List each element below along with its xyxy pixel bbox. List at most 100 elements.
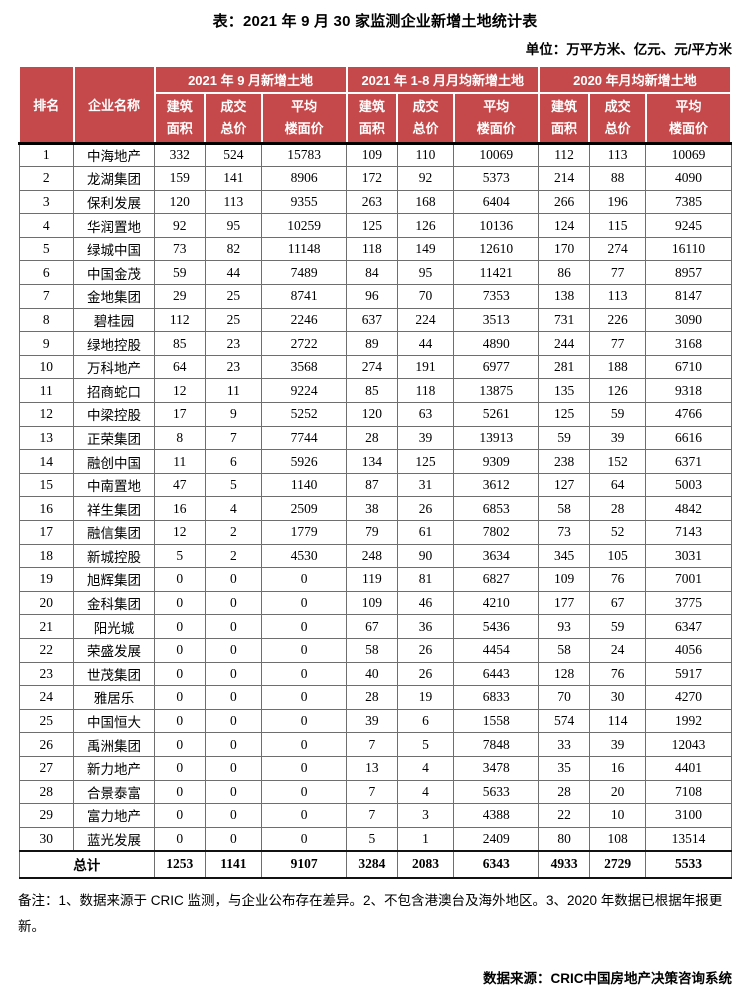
value-cell: 95 — [204, 213, 263, 238]
header-line: 成交 — [604, 98, 631, 114]
value-cell: 7802 — [453, 520, 540, 545]
value-cell: 114 — [588, 708, 647, 734]
value-cell: 0 — [261, 685, 348, 710]
value-cell: 7848 — [453, 732, 540, 757]
table-row: 15 中南置地 47 5 1140 87 31 3612 127 64 5003 — [18, 472, 732, 498]
value-cell: 73 — [538, 520, 590, 545]
value-cell: 2 — [204, 543, 263, 569]
value-cell: 8741 — [261, 284, 348, 309]
header-line: 成交 — [412, 98, 439, 114]
value-cell: 11 — [204, 378, 263, 404]
company-cell: 中梁控股 — [73, 402, 155, 427]
header-line: 总价 — [412, 120, 439, 136]
value-cell: 23 — [204, 354, 263, 380]
rank-cell: 19 — [18, 567, 75, 592]
header-line: 建筑 — [358, 98, 385, 114]
total-value: 9107 — [261, 849, 348, 879]
value-cell: 5 — [346, 826, 398, 852]
company-cell: 新城控股 — [73, 543, 155, 569]
value-cell: 3100 — [645, 803, 732, 828]
page-title: 表：2021 年 9 月 30 家监测企业新增土地统计表 — [212, 13, 538, 30]
value-cell: 4 — [204, 496, 263, 521]
value-cell: 135 — [538, 378, 590, 404]
value-cell: 95 — [396, 260, 455, 286]
value-cell: 10136 — [453, 213, 540, 238]
rank-cell: 12 — [18, 402, 75, 427]
value-cell: 0 — [261, 661, 348, 687]
value-cell: 89 — [346, 331, 398, 356]
value-cell: 23 — [204, 331, 263, 356]
value-cell: 96 — [346, 284, 398, 309]
value-cell: 2246 — [261, 307, 348, 333]
value-cell: 12043 — [645, 732, 732, 757]
value-cell: 93 — [538, 614, 590, 639]
company-cell: 华润置地 — [73, 213, 155, 238]
value-cell: 0 — [154, 637, 206, 663]
value-cell: 77 — [588, 260, 647, 286]
value-cell: 9318 — [645, 378, 732, 404]
value-cell: 138 — [538, 284, 590, 309]
value-cell: 263 — [346, 189, 398, 215]
value-cell: 85 — [154, 331, 206, 356]
table-row: 22 荣盛发展 0 0 0 58 26 4454 58 24 4056 — [18, 637, 732, 663]
rank-cell: 3 — [18, 189, 75, 215]
table-row: 8 碧桂园 112 25 2246 637 224 3513 731 226 3090 — [18, 307, 732, 333]
header-company: 企业名称 — [72, 65, 156, 145]
value-cell: 0 — [204, 826, 263, 852]
rank-cell: 26 — [18, 732, 75, 757]
value-cell: 6404 — [453, 189, 540, 215]
value-cell: 0 — [154, 732, 206, 757]
value-cell: 11148 — [261, 236, 348, 262]
value-cell: 0 — [204, 614, 263, 639]
table-row: 18 新城控股 5 2 4530 248 90 3634 345 105 3031 — [18, 543, 732, 569]
value-cell: 177 — [538, 590, 590, 616]
table-footer: 总计 1253 1141 9107 3284 2083 6343 4933 27… — [18, 849, 732, 879]
table-row: 2 龙湖集团 159 141 8906 172 92 5373 214 88 4090 — [18, 166, 732, 191]
value-cell: 238 — [538, 449, 590, 474]
value-cell: 7 — [346, 732, 398, 757]
rank-cell: 30 — [18, 826, 75, 852]
value-cell: 274 — [588, 236, 647, 262]
table-row: 30 蓝光发展 0 0 0 5 1 2409 80 108 13514 — [18, 826, 732, 852]
value-cell: 0 — [204, 755, 263, 781]
table-row: 29 富力地产 0 0 0 7 3 4388 22 10 3100 — [18, 803, 732, 828]
rank-cell: 24 — [18, 685, 75, 710]
value-cell: 3775 — [645, 590, 732, 616]
value-cell: 3 — [396, 803, 455, 828]
value-cell: 92 — [396, 166, 455, 191]
value-cell: 36 — [396, 614, 455, 639]
value-cell: 332 — [154, 142, 206, 168]
value-cell: 13 — [346, 755, 398, 781]
value-cell: 2 — [204, 520, 263, 545]
value-cell: 3090 — [645, 307, 732, 333]
value-cell: 76 — [588, 567, 647, 592]
value-cell: 126 — [588, 378, 647, 404]
header-line: 总价 — [220, 120, 247, 136]
value-cell: 0 — [261, 755, 348, 781]
value-cell: 33 — [538, 732, 590, 757]
table-row: 16 祥生集团 16 4 2509 38 26 6853 58 28 4842 — [18, 496, 732, 521]
value-cell: 0 — [204, 637, 263, 663]
value-cell: 7143 — [645, 520, 732, 545]
value-cell: 6616 — [645, 425, 732, 451]
value-cell: 16 — [154, 496, 206, 521]
value-cell: 6977 — [453, 354, 540, 380]
table-row: 6 中国金茂 59 44 7489 84 95 11421 86 77 8957 — [18, 260, 732, 286]
value-cell: 30 — [588, 685, 647, 710]
value-cell: 6443 — [453, 661, 540, 687]
table-row: 12 中梁控股 17 9 5252 120 63 5261 125 59 4766 — [18, 402, 732, 427]
company-cell: 龙湖集团 — [73, 166, 155, 191]
value-cell: 47 — [154, 472, 206, 498]
value-cell: 58 — [538, 496, 590, 521]
value-cell: 3168 — [645, 331, 732, 356]
value-cell: 39 — [346, 708, 398, 734]
value-cell: 76 — [588, 661, 647, 687]
value-cell: 0 — [261, 826, 348, 852]
value-cell: 40 — [346, 661, 398, 687]
value-cell: 4401 — [645, 755, 732, 781]
header-line: 建筑 — [551, 98, 578, 114]
company-cell: 祥生集团 — [73, 496, 155, 521]
value-cell: 64 — [154, 354, 206, 380]
value-cell: 244 — [538, 331, 590, 356]
value-cell: 10069 — [453, 142, 540, 168]
